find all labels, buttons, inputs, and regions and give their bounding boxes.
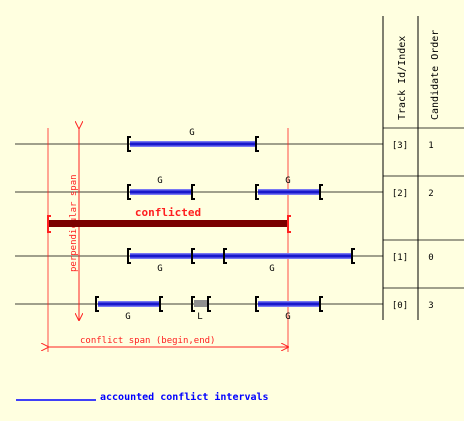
unaccounted-bar xyxy=(194,300,208,307)
interval-track2-g2: G xyxy=(255,176,323,200)
candidate-order-header: Candidate Order xyxy=(430,30,441,120)
interval-bracket-close xyxy=(255,136,259,152)
interval-bracket-open xyxy=(255,184,259,200)
interval-label: G xyxy=(285,312,290,322)
interval-bracket-close xyxy=(207,296,211,312)
interval-track1-g1: G xyxy=(127,248,226,274)
track-id-cell: [3] xyxy=(392,141,408,151)
interval-bracket-close xyxy=(319,184,323,200)
interval-bracket-open xyxy=(255,296,259,312)
interval-bracket-open xyxy=(127,248,131,264)
conflict-bracket-close xyxy=(287,215,291,233)
legend-label: accounted conflict intervals xyxy=(100,391,269,403)
interval-bracket-open xyxy=(95,296,99,312)
interval-bar xyxy=(130,253,226,259)
track-id-cell: [2] xyxy=(392,189,408,199)
conflicted-bar xyxy=(49,220,288,227)
interval-bar xyxy=(130,189,192,195)
interval-bracket-close xyxy=(351,248,355,264)
interval-bar xyxy=(258,189,320,195)
candidate-order-cell: 1 xyxy=(428,141,433,151)
interval-track0-g1: G xyxy=(95,296,163,322)
interval-track1-g2: G xyxy=(223,248,355,274)
track-id-cell: [0] xyxy=(392,301,408,311)
interval-track0-g2: G xyxy=(255,296,323,322)
conflict-bracket-open xyxy=(47,215,51,233)
interval-track0-l: L xyxy=(191,296,211,322)
interval-label: L xyxy=(197,312,202,322)
interval-bracket-close xyxy=(191,248,195,264)
interval-bar xyxy=(130,141,256,147)
conflicted-label: conflicted xyxy=(135,206,201,219)
candidate-order-cell: 3 xyxy=(428,301,433,311)
track-id-cell: [1] xyxy=(392,253,408,263)
track-id-header: Track Id/Index xyxy=(397,36,408,120)
candidate-order-cell: 0 xyxy=(428,253,433,263)
conflict-span-label: conflict span (begin,end) xyxy=(80,336,215,346)
interval-label: G xyxy=(157,264,162,274)
interval-label: G xyxy=(285,176,290,186)
interval-bar xyxy=(226,253,352,259)
interval-label: G xyxy=(269,264,274,274)
interval-track3-g: G xyxy=(127,128,259,152)
interval-label: G xyxy=(157,176,162,186)
interval-bar xyxy=(258,301,320,307)
interval-bracket-open xyxy=(223,248,227,264)
interval-bar xyxy=(98,301,160,307)
interval-bracket-close xyxy=(159,296,163,312)
interval-bracket-open xyxy=(127,184,131,200)
interval-bracket-close xyxy=(319,296,323,312)
interval-label: G xyxy=(189,128,194,138)
interval-bracket-close xyxy=(191,184,195,200)
interval-track2-g1: G xyxy=(127,176,195,200)
conflicted-interval: conflicted xyxy=(47,206,291,233)
interval-label: G xyxy=(125,312,130,322)
interval-bracket-open xyxy=(127,136,131,152)
interval-bracket-open xyxy=(191,296,195,312)
candidate-order-cell: 2 xyxy=(428,189,433,199)
